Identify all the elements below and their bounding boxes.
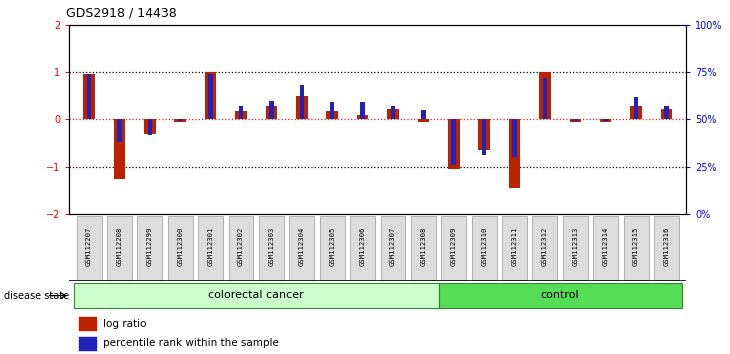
Text: disease state: disease state [4, 291, 69, 301]
Bar [380, 216, 405, 280]
Bar [330, 102, 334, 119]
Bar [174, 119, 186, 122]
Bar [266, 106, 277, 119]
Text: GSM112299: GSM112299 [147, 227, 153, 266]
Bar [326, 111, 338, 119]
Text: GSM112314: GSM112314 [603, 227, 609, 266]
Bar [542, 78, 548, 119]
Bar [664, 106, 669, 119]
Text: colorectal cancer: colorectal cancer [208, 290, 304, 300]
Bar [448, 119, 459, 169]
Bar [441, 216, 466, 280]
Bar [630, 106, 642, 119]
Text: GSM112305: GSM112305 [329, 227, 335, 266]
Bar [502, 216, 527, 280]
Bar [118, 119, 122, 142]
Bar [623, 216, 648, 280]
Bar [269, 101, 274, 119]
Bar [198, 216, 223, 280]
Bar [79, 318, 96, 330]
Text: GSM112301: GSM112301 [207, 227, 214, 266]
Bar [604, 119, 608, 121]
Bar [451, 119, 456, 165]
Bar [320, 216, 345, 280]
Bar [228, 216, 253, 280]
Bar [573, 119, 577, 121]
Text: log ratio: log ratio [103, 319, 147, 329]
Text: GSM112303: GSM112303 [269, 227, 274, 266]
Bar [114, 119, 126, 179]
Text: GSM112306: GSM112306 [360, 227, 366, 266]
Bar [569, 119, 581, 122]
Bar [512, 119, 517, 157]
Bar [411, 216, 436, 280]
Text: GSM112316: GSM112316 [664, 227, 669, 266]
Text: percentile rank within the sample: percentile rank within the sample [103, 338, 279, 348]
Bar [168, 216, 193, 280]
Text: control: control [541, 290, 580, 300]
Bar [654, 216, 679, 280]
Bar [439, 283, 682, 308]
Bar [478, 119, 490, 150]
Text: GSM112312: GSM112312 [542, 227, 548, 266]
Text: GSM112308: GSM112308 [420, 227, 426, 266]
Bar [539, 72, 550, 119]
Bar [391, 106, 395, 119]
Bar [387, 109, 399, 119]
Bar [532, 216, 558, 280]
Text: GSM112302: GSM112302 [238, 227, 244, 266]
Text: GSM112310: GSM112310 [481, 227, 487, 266]
Bar [83, 74, 95, 119]
Bar [205, 72, 216, 119]
Text: GSM112307: GSM112307 [390, 227, 396, 266]
Text: GDS2918 / 14438: GDS2918 / 14438 [66, 7, 177, 20]
Bar [593, 216, 618, 280]
Bar [77, 216, 101, 280]
Text: GSM112304: GSM112304 [299, 227, 305, 266]
Bar [235, 111, 247, 119]
Bar [600, 119, 612, 122]
Bar [482, 119, 486, 155]
Bar [107, 216, 132, 280]
Bar [350, 216, 375, 280]
Text: GSM112208: GSM112208 [117, 227, 123, 266]
Bar [208, 74, 213, 119]
Bar [361, 102, 365, 119]
Bar [147, 119, 152, 135]
Bar [178, 119, 182, 121]
Bar [563, 216, 588, 280]
Bar [239, 106, 243, 119]
Bar [296, 96, 307, 119]
Bar [421, 110, 426, 119]
Text: GSM112311: GSM112311 [512, 227, 518, 266]
Bar [357, 115, 369, 119]
Bar [144, 119, 155, 134]
Bar [79, 337, 96, 350]
Text: GSM112315: GSM112315 [633, 227, 639, 266]
Bar [74, 283, 439, 308]
Text: GSM112207: GSM112207 [86, 227, 92, 266]
Bar [87, 74, 91, 119]
Bar [661, 109, 672, 119]
Bar [509, 119, 520, 188]
Bar [418, 119, 429, 122]
Bar [634, 97, 638, 119]
Bar [289, 216, 315, 280]
Text: GSM112300: GSM112300 [177, 227, 183, 266]
Bar [259, 216, 284, 280]
Text: GSM112313: GSM112313 [572, 227, 578, 266]
Bar [472, 216, 496, 280]
Bar [137, 216, 162, 280]
Text: GSM112309: GSM112309 [450, 227, 457, 266]
Bar [299, 85, 304, 119]
